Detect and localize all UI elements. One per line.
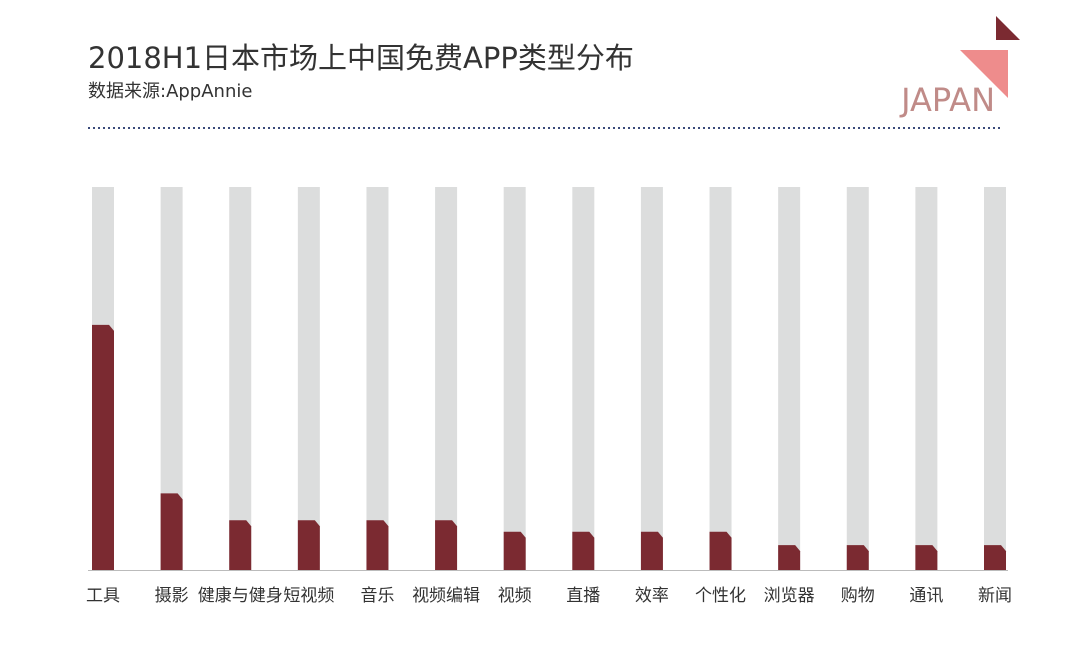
bar: [435, 520, 458, 570]
bar-track: [229, 187, 252, 570]
bar: [640, 531, 663, 570]
bar: [984, 545, 1006, 570]
bar: [709, 531, 732, 570]
x-tick-label: 摄影: [155, 586, 189, 606]
bar: [846, 545, 869, 570]
bar: [160, 493, 183, 570]
bar-track: [435, 187, 458, 570]
x-tick-label: 通讯: [909, 586, 943, 606]
bar: [572, 531, 595, 570]
bar-track: [709, 187, 732, 570]
logo-triangle: [996, 16, 1020, 40]
bar-track: [640, 187, 663, 570]
bar: [503, 531, 526, 570]
x-tick-label: 视频: [498, 586, 532, 606]
bar: [297, 520, 320, 570]
bar-track: [503, 187, 526, 570]
bar-track: [778, 187, 801, 570]
x-tick-label: 工具: [86, 586, 120, 606]
brand: JAPAN: [899, 81, 995, 119]
bar: [92, 324, 114, 570]
x-tick-label: 新闻: [978, 586, 1012, 606]
x-tick-label: 直播: [566, 586, 600, 606]
bar-track: [984, 187, 1006, 570]
x-tick-label: 视频编辑: [412, 586, 480, 606]
x-tick-label: 浏览器: [764, 586, 815, 606]
bar-track: [160, 187, 183, 570]
x-tick-label: 音乐: [360, 586, 394, 606]
bar: [778, 545, 801, 570]
x-tick-label: 健康与健身: [198, 586, 283, 606]
bar-track: [915, 187, 938, 570]
bar: [366, 520, 389, 570]
x-tick-label: 短视频: [283, 586, 334, 606]
x-tick-label: 购物: [841, 586, 875, 606]
logo-triangle: [960, 50, 1008, 98]
bar: [915, 545, 938, 570]
chart-title: 2018H1日本市场上中国免费APP类型分布: [88, 41, 634, 75]
chart-subtitle: 数据来源:AppAnnie: [88, 81, 252, 102]
bar-track: [297, 187, 320, 570]
bar: [229, 520, 252, 570]
x-tick-label: 个性化: [695, 586, 746, 606]
bar-track: [846, 187, 869, 570]
x-tick-label: 效率: [635, 586, 669, 606]
bar-track: [572, 187, 595, 570]
bar-track: [366, 187, 389, 570]
